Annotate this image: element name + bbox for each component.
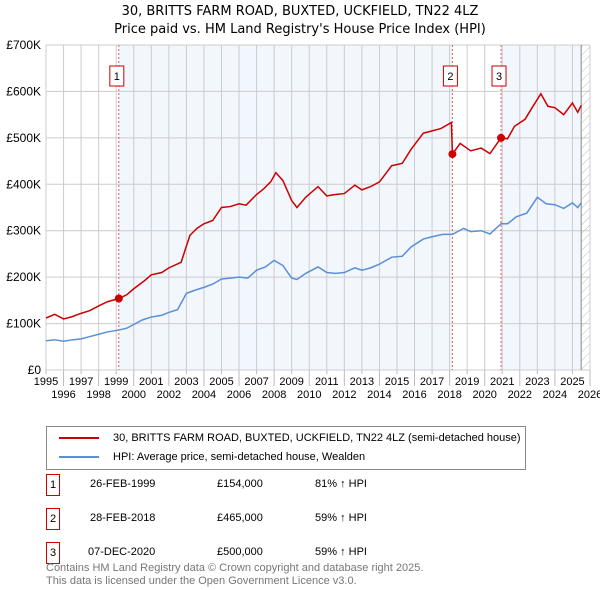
x-tick-label: 1995 <box>34 376 58 388</box>
y-tick-label: £500K <box>6 131 41 145</box>
sale-hpi: 81% ↑ HPI <box>315 478 367 490</box>
x-tick-label: 2010 <box>297 389 321 401</box>
sale-label-box <box>442 65 458 87</box>
price-chart: 1995199619971998199920002001200220032004… <box>6 38 600 401</box>
legend-swatch <box>59 437 99 439</box>
legend-swatch <box>59 456 99 458</box>
y-tick-label: £0 <box>28 363 42 377</box>
x-tick-label: 2007 <box>244 376 268 388</box>
x-tick-label: 2026 <box>578 389 600 401</box>
x-tick-label: 2002 <box>157 389 181 401</box>
x-tick-label: 2008 <box>262 389 286 401</box>
y-tick-label: £700K <box>6 38 41 52</box>
x-tick-label: 2024 <box>543 389 567 401</box>
x-tick-label: 2004 <box>192 389 216 401</box>
sale-label: 1 <box>114 71 120 83</box>
sale-marker-box: 1 <box>46 474 60 496</box>
sale-label: 2 <box>447 71 453 83</box>
y-tick-label: £400K <box>6 177 41 191</box>
x-tick-label: 2022 <box>508 389 532 401</box>
sale-price: £500,000 <box>217 546 263 558</box>
y-tick-label: £300K <box>6 224 41 238</box>
x-tick-label: 2020 <box>472 389 496 401</box>
sale-date: 07-DEC-2020 <box>88 546 156 558</box>
forecast-hatch <box>581 45 590 370</box>
y-tick-label: £600K <box>6 84 41 98</box>
x-tick-label: 1999 <box>104 376 128 388</box>
sale-point <box>448 150 457 159</box>
x-tick-label: 2015 <box>385 376 409 388</box>
x-tick-label: 2003 <box>174 376 198 388</box>
sale-label-box <box>491 65 507 87</box>
sale-point <box>114 294 123 303</box>
x-tick-label: 2023 <box>525 376 549 388</box>
x-tick-label: 2014 <box>367 389 391 401</box>
sale-row: 2 28-FEB-2018 £465,000 59% ↑ HPI <box>46 508 446 530</box>
footer-line: This data is licensed under the Open Gov… <box>46 575 357 587</box>
series-line-HPI <box>45 196 582 342</box>
legend-item-property: 30, BRITTS FARM ROAD, BUXTED, UCKFIELD, … <box>59 432 521 444</box>
x-tick-label: 2025 <box>560 376 584 388</box>
legend: 30, BRITTS FARM ROAD, BUXTED, UCKFIELD, … <box>46 426 526 470</box>
sale-point <box>497 133 506 142</box>
sale-hpi: 59% ↑ HPI <box>315 512 367 524</box>
x-tick-label: 2005 <box>209 376 233 388</box>
x-tick-label: 2000 <box>121 389 145 401</box>
x-tick-label: 2011 <box>315 376 339 388</box>
chart-subtitle: Price paid vs. HM Land Registry's House … <box>114 22 486 37</box>
sale-marker-box: 3 <box>46 542 60 564</box>
x-tick-label: 2019 <box>455 376 479 388</box>
x-tick-label: 2009 <box>279 376 303 388</box>
x-tick-label: 2016 <box>402 389 426 401</box>
x-tick-label: 2018 <box>437 389 461 401</box>
legend-label: 30, BRITTS FARM ROAD, BUXTED, UCKFIELD, … <box>113 432 521 444</box>
sale-hpi: 59% ↑ HPI <box>315 546 367 558</box>
sale-date: 26-FEB-1999 <box>90 478 156 490</box>
x-tick-label: 2013 <box>350 376 374 388</box>
sale-price: £465,000 <box>217 512 263 524</box>
x-tick-label: 1996 <box>51 389 75 401</box>
sale-label-box <box>109 65 125 87</box>
x-tick-label: 2012 <box>332 389 356 401</box>
sale-label: 3 <box>496 71 502 83</box>
legend-item-hpi: HPI: Average price, semi-detached house,… <box>59 451 365 463</box>
footer-line: Contains HM Land Registry data © Crown c… <box>46 562 424 574</box>
y-tick-label: £200K <box>6 270 41 284</box>
sale-row: 3 07-DEC-2020 £500,000 59% ↑ HPI <box>46 542 446 564</box>
x-tick-label: 2001 <box>139 376 163 388</box>
x-tick-label: 2017 <box>420 376 444 388</box>
sale-row: 1 26-FEB-1999 £154,000 81% ↑ HPI <box>46 474 446 496</box>
sale-marker-box: 2 <box>46 508 60 530</box>
y-tick-label: £100K <box>6 317 41 331</box>
shaded-region <box>501 45 582 370</box>
sale-price: £154,000 <box>217 478 263 490</box>
x-tick-label: 1998 <box>86 389 110 401</box>
chart-title: 30, BRITTS FARM ROAD, BUXTED, UCKFIELD, … <box>121 4 479 19</box>
x-tick-label: 2021 <box>490 376 514 388</box>
x-tick-label: 1997 <box>69 376 93 388</box>
sale-date: 28-FEB-2018 <box>90 512 156 524</box>
legend-label: HPI: Average price, semi-detached house,… <box>113 451 366 463</box>
x-tick-label: 2006 <box>227 389 251 401</box>
